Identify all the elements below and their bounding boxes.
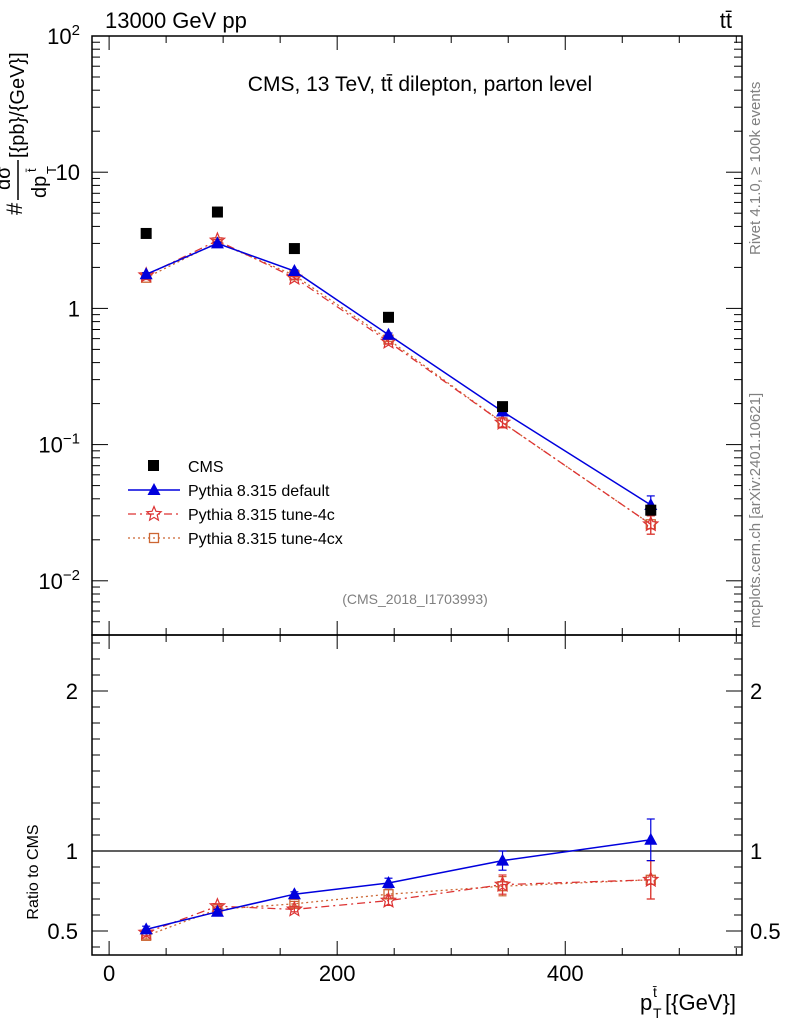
rivet-version: Rivet 4.1.0, ≥ 100k events <box>747 82 764 255</box>
legend-label: Pythia 8.315 tune-4c <box>188 507 335 524</box>
ratio-marker-triangle <box>287 887 301 900</box>
x-tick-label: 400 <box>547 961 584 986</box>
ratio-plot-border <box>91 634 743 956</box>
ratio-marker-triangle <box>381 876 395 888</box>
svg-text:t̄: t̄ <box>653 984 657 1000</box>
svg-text:T: T <box>653 1005 662 1021</box>
ratio-marker-star <box>642 870 660 888</box>
legend-marker-open-square <box>148 532 160 544</box>
main-line-star <box>145 239 652 525</box>
ratio-y-tick-label-right: 0.5 <box>750 919 781 944</box>
ratio-y-tick-label: 1 <box>66 839 78 864</box>
data-point <box>288 243 300 255</box>
beam-label: 13000 GeV pp <box>105 8 247 33</box>
main-marker-star <box>642 515 660 532</box>
legend-label: Pythia 8.315 tune-4cx <box>188 531 343 548</box>
x-axis-title: p T t̄ [{GeV}] <box>640 984 736 1021</box>
ratio-line-open-square <box>145 879 651 937</box>
y-tick-label: 102 <box>47 22 80 49</box>
analysis-id: (CMS_2018_I1703993) <box>342 591 488 607</box>
svg-text:T: T <box>44 166 59 174</box>
svg-text:p: p <box>640 990 652 1015</box>
ratio-marker-triangle <box>210 904 224 917</box>
data-point <box>211 206 223 218</box>
main-marker-triangle <box>381 327 395 340</box>
y-tick-label: 10−1 <box>38 431 80 458</box>
main-marker-star <box>493 413 512 430</box>
main-line-triangle <box>145 242 652 506</box>
legend-marker-triangle <box>147 483 161 495</box>
y-tick-label: 1 <box>68 296 80 321</box>
data-point <box>497 401 509 413</box>
ratio-y-axis-label: Ratio to CMS <box>25 824 42 919</box>
ratio-marker-star <box>137 923 155 940</box>
legend-label: Pythia 8.315 default <box>188 483 330 500</box>
svg-text:dp: dp <box>29 176 51 198</box>
y-tick-label: 10−2 <box>38 567 80 594</box>
ratio-y-tick-label: 0.5 <box>47 919 78 944</box>
main-line-open-square <box>145 241 652 525</box>
main-marker-triangle <box>287 264 301 277</box>
ratio-plot-frame <box>91 634 743 956</box>
site-credit: mcplots.cern.ch [arXiv:2401.10621] <box>747 393 764 628</box>
ratio-y-tick-label: 2 <box>66 679 78 704</box>
plot-title: CMS, 13 TeV, tt̄ dilepton, parton level <box>248 73 592 96</box>
y-tick-label: 10 <box>56 160 80 185</box>
legend: CMS Pythia 8.315 default Pythia 8.315 tune… <box>128 459 343 548</box>
legend-marker-data <box>148 460 159 471</box>
legend-label: CMS <box>188 459 224 476</box>
data-point <box>382 311 394 323</box>
svg-text:[{GeV}]: [{GeV}] <box>665 990 736 1015</box>
x-tick-label: 0 <box>103 961 115 986</box>
ratio-marker-triangle <box>496 853 510 866</box>
process-label: tt̄ <box>720 8 732 33</box>
ratio-line-triangle <box>146 839 651 931</box>
legend-marker-star <box>145 504 163 522</box>
svg-text:dσ: dσ <box>0 166 15 190</box>
ratio-line-star <box>145 879 651 934</box>
ratio-marker-triangle <box>139 922 153 935</box>
svg-text:t̄: t̄ <box>24 168 39 172</box>
svg-text:#: # <box>2 202 27 215</box>
main-marker-triangle <box>139 267 153 280</box>
ratio-y-tick-label-right: 2 <box>750 679 762 704</box>
ratio-marker-star <box>493 875 512 892</box>
ratio-marker-triangle <box>644 832 658 845</box>
svg-text:[{pb}/{GeV}]: [{pb}/{GeV}] <box>7 52 29 158</box>
x-tick-label: 200 <box>319 961 356 986</box>
main-marker-triangle <box>210 236 224 249</box>
ratio-marker-star <box>379 891 398 908</box>
ratio-y-tick-label-right: 1 <box>750 839 762 864</box>
ratio-marker-star <box>285 900 304 917</box>
main-y-axis-label: # dσ dp T t̄ [{pb}/{GeV}] <box>0 52 59 215</box>
data-point <box>140 227 152 239</box>
data-point <box>645 504 657 516</box>
